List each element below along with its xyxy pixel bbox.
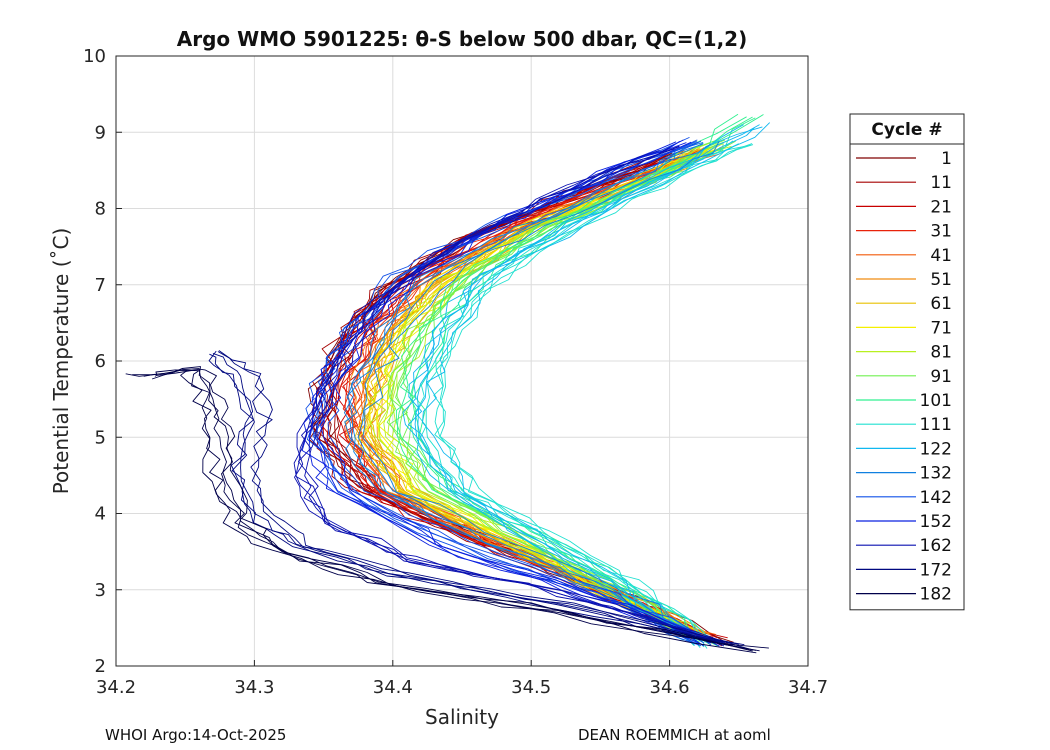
y-axis-ticks: 2 3 4 5 6 7 8 9 10	[83, 46, 122, 677]
legend-label-31: 31	[930, 222, 952, 242]
profile-line-cycle-111	[434, 144, 754, 645]
footer-right: DEAN ROEMMICH at aoml	[578, 726, 771, 744]
legend-label-101: 101	[920, 391, 952, 411]
legend-label-11: 11	[930, 173, 952, 193]
legend-label-61: 61	[930, 294, 952, 314]
legend-title: Cycle #	[871, 120, 942, 140]
profile-line-cycle-41	[350, 149, 710, 635]
profile-line-cycle-172	[209, 353, 740, 645]
y-tick-label: 2	[95, 656, 106, 677]
y-tick-label: 9	[95, 122, 106, 143]
y-tick-label: 10	[83, 46, 106, 67]
profile-line-cycle-81	[387, 143, 723, 633]
legend-label-162: 162	[920, 536, 952, 556]
x-tick-label: 34.3	[234, 677, 274, 698]
legend-label-41: 41	[930, 246, 952, 266]
legend-label-111: 111	[920, 415, 952, 435]
profile-line-cycle-132	[344, 141, 704, 637]
legend-label-182: 182	[920, 585, 952, 605]
legend-label-81: 81	[930, 343, 952, 363]
legend: Cycle #111213141516171819110111112213214…	[849, 113, 965, 611]
legend-label-172: 172	[920, 560, 952, 580]
profile-line-cycle-132	[343, 143, 703, 637]
footer-left: WHOI Argo:14-Oct-2025	[105, 726, 287, 744]
legend-label-91: 91	[930, 367, 952, 387]
profile-line-cycle-182	[132, 369, 757, 654]
profile-line-cycle-122	[416, 124, 760, 644]
profile-line-cycle-91	[389, 140, 729, 639]
legend-label-51: 51	[930, 270, 952, 290]
y-tick-label: 7	[95, 275, 106, 296]
profile-line-cycle-182	[143, 368, 760, 652]
x-tick-label: 34.2	[96, 677, 136, 698]
profile-line-cycle-172	[208, 350, 733, 646]
profile-line-cycle-142	[305, 136, 702, 647]
profile-line-cycle-152	[308, 140, 704, 647]
legend-label-1: 1	[941, 149, 952, 169]
y-tick-label: 3	[95, 580, 106, 601]
profile-line-cycle-122	[407, 126, 763, 646]
profile-line-cycle-132	[347, 142, 704, 640]
profile-line-cycle-132	[362, 140, 720, 640]
legend-label-21: 21	[930, 197, 952, 217]
x-axis-label: Salinity	[425, 705, 499, 729]
x-tick-label: 34.5	[511, 677, 551, 698]
profile-line-cycle-182	[151, 366, 757, 651]
profile-line-cycle-122	[414, 127, 755, 642]
profile-line-cycle-91	[401, 141, 724, 639]
legend-label-122: 122	[920, 439, 952, 459]
x-tick-label: 34.7	[788, 677, 828, 698]
profile-line-cycle-162	[293, 145, 723, 642]
chart-title: Argo WMO 5901225: θ-S below 500 dbar, QC…	[177, 27, 747, 51]
profile-line-cycle-182	[125, 369, 753, 652]
profile-line-cycle-142	[327, 140, 712, 646]
y-tick-label: 8	[95, 199, 106, 220]
profile-line-cycle-162	[297, 146, 725, 647]
legend-label-71: 71	[930, 318, 952, 338]
profile-line-cycle-101	[395, 113, 739, 645]
legend-box	[849, 113, 965, 611]
profile-line-cycle-182	[154, 368, 769, 649]
profile-line-cycle-122	[422, 122, 771, 641]
x-axis-ticks: 34.2 34.3 34.4 34.5 34.6 34.7	[96, 660, 828, 698]
legend-label-142: 142	[920, 488, 952, 508]
y-axis-label: Potential Temperature (˚C)	[49, 228, 73, 495]
profile-lines	[125, 113, 771, 654]
profile-line-cycle-152	[309, 139, 712, 644]
x-tick-label: 34.6	[650, 677, 690, 698]
y-tick-label: 4	[95, 504, 106, 525]
y-tick-label: 5	[95, 427, 106, 448]
legend-label-132: 132	[920, 464, 952, 484]
y-tick-label: 6	[95, 351, 106, 372]
profile-line-cycle-172	[218, 350, 751, 650]
x-tick-label: 34.4	[373, 677, 413, 698]
profile-line-cycle-101	[396, 116, 747, 646]
legend-label-152: 152	[920, 512, 952, 532]
profile-line-cycle-152	[320, 141, 720, 647]
profile-line-cycle-172	[217, 351, 745, 646]
profile-line-cycle-162	[294, 149, 715, 643]
profile-line-cycle-162	[301, 148, 734, 644]
profile-line-cycle-132	[357, 143, 712, 640]
